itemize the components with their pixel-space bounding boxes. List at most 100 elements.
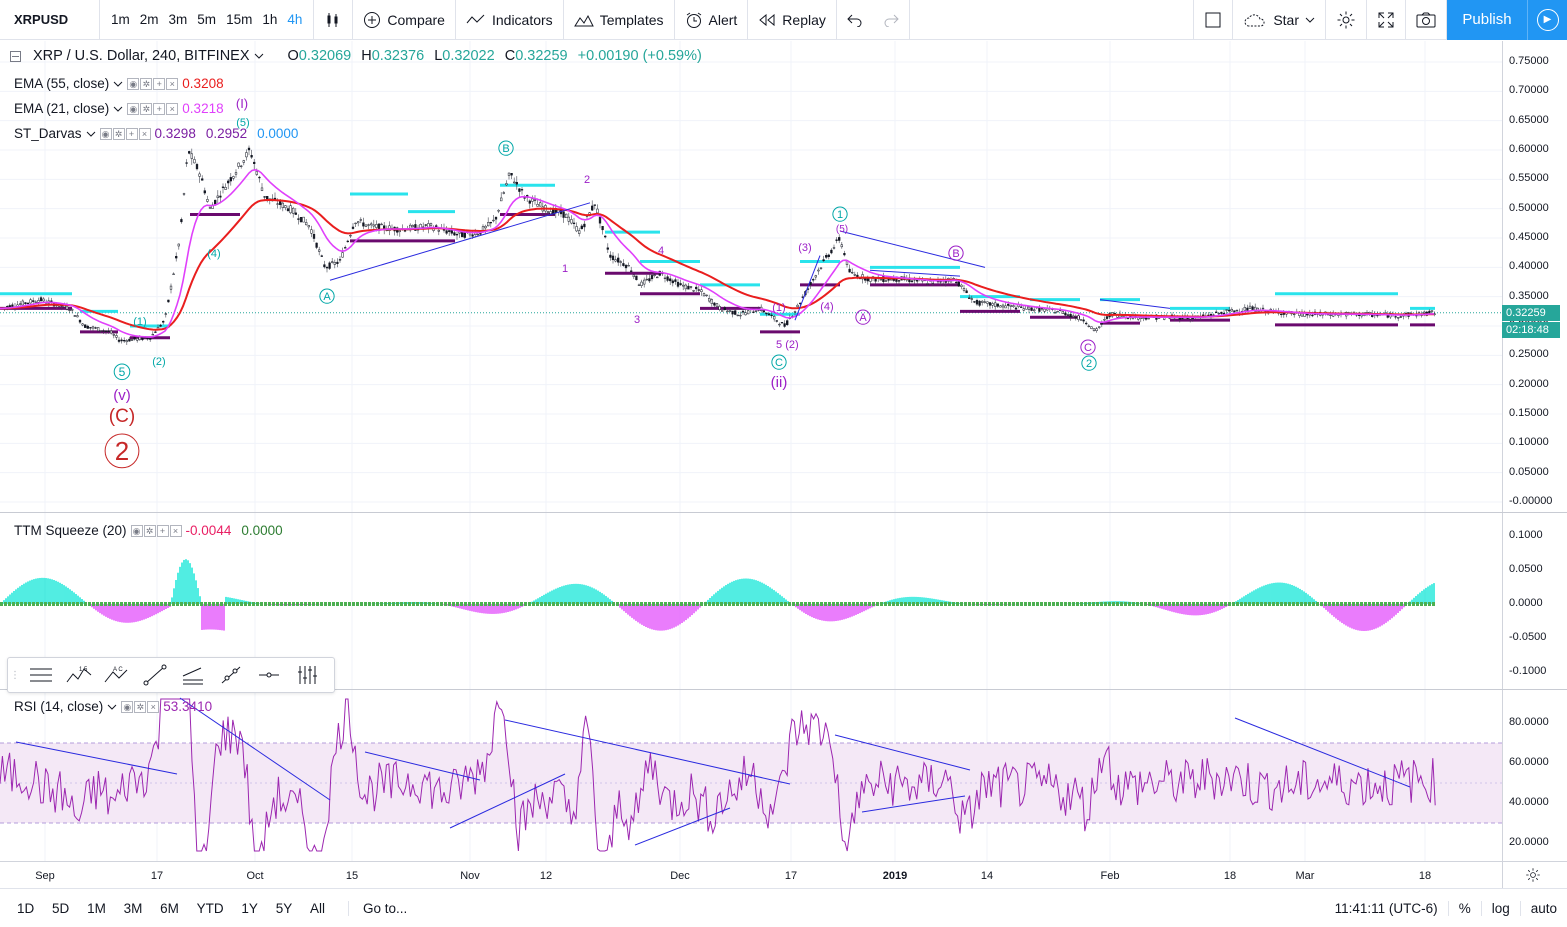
timeframe-15m[interactable]: 15m	[226, 12, 253, 27]
plus-icon[interactable]: +	[153, 102, 166, 115]
star-button[interactable]: Star	[1233, 0, 1326, 40]
study-controls[interactable]: ◉ ✲ + ×	[99, 127, 151, 140]
plus-icon[interactable]: +	[156, 524, 169, 537]
range-5y[interactable]: 5Y	[275, 900, 293, 916]
trendline	[869, 269, 961, 277]
indicators-button[interactable]: Indicators	[456, 0, 564, 40]
elliott-correction-tool[interactable]: A C	[98, 658, 136, 692]
eye-icon[interactable]: ◉	[127, 102, 140, 115]
axis-settings[interactable]	[1502, 861, 1567, 888]
ttm-scale[interactable]: 0.1000 0.0500 0.0000 -0.0500 -0.1000	[1502, 513, 1567, 689]
time-axis[interactable]: Sep 17 Oct 15 Nov 12 Dec 17 2019 14 Feb 18 Mar 18	[0, 861, 1502, 888]
sliders-tool[interactable]	[288, 658, 326, 692]
range-5d[interactable]: 5D	[52, 900, 70, 916]
range-3m[interactable]: 3M	[123, 900, 143, 916]
plus-icon[interactable]: +	[125, 127, 138, 140]
gear-icon[interactable]: ✲	[143, 524, 156, 537]
time-tick-label: 17	[150, 870, 164, 882]
elliott-impulse-tool[interactable]: 1 5	[60, 658, 98, 692]
last-price-tag: 0.32259	[1502, 305, 1560, 321]
timeframe-3m[interactable]: 3m	[168, 12, 188, 27]
ttm-legend[interactable]: TTM Squeeze (20) ◉ ✲ + × -0.0044 0.0000	[14, 523, 283, 538]
maximize-button[interactable]	[1367, 0, 1406, 40]
chart-type-button[interactable]	[314, 0, 354, 40]
candle-body	[783, 323, 786, 327]
settings-button[interactable]	[1326, 0, 1367, 40]
range-all[interactable]: All	[309, 900, 325, 916]
candle-body	[773, 316, 776, 320]
ema21-legend[interactable]: EMA (21, close) ◉ ✲ + × 0.3218	[14, 101, 224, 116]
close-icon[interactable]: ×	[166, 77, 179, 90]
candle-body	[973, 301, 976, 303]
trendline-tool[interactable]	[136, 658, 174, 692]
gear-icon[interactable]: ✲	[112, 127, 125, 140]
pane-separator-1[interactable]	[0, 512, 1567, 513]
close-icon[interactable]: ×	[138, 127, 151, 140]
candle-body	[151, 333, 154, 336]
symbol-search[interactable]: XRPUSD	[0, 0, 100, 40]
eye-icon[interactable]: ◉	[99, 127, 112, 140]
candle-body	[39, 297, 43, 302]
study-controls[interactable]: ◉ ✲ + ×	[127, 77, 179, 90]
percent-toggle[interactable]: %	[1447, 900, 1481, 916]
channel-tool[interactable]	[174, 658, 212, 692]
candle-body	[414, 224, 417, 231]
plus-icon[interactable]: +	[153, 77, 166, 90]
publish-options-button[interactable]: ▶	[1527, 0, 1567, 40]
redo-button[interactable]	[873, 0, 910, 40]
pane-separator-2[interactable]	[0, 689, 1567, 690]
study-controls[interactable]: ◉ ✲ ×	[121, 700, 160, 713]
fib-tool[interactable]	[22, 658, 60, 692]
auto-toggle[interactable]: auto	[1519, 900, 1567, 916]
rsi-legend[interactable]: RSI (14, close) ◉ ✲ × 53.3410	[14, 699, 212, 714]
templates-button[interactable]: Templates	[564, 0, 675, 40]
candle-body	[1280, 313, 1283, 316]
snapshot-button[interactable]	[1406, 0, 1447, 40]
ray-tool[interactable]	[212, 658, 250, 692]
range-1y[interactable]: 1Y	[241, 900, 258, 916]
close-icon[interactable]: ×	[169, 524, 182, 537]
price-scale[interactable]: 0.75000 0.70000 0.65000 0.60000 0.55000 0.500…	[1502, 41, 1567, 512]
horizontal-line-tool[interactable]	[250, 658, 288, 692]
candle-body	[650, 275, 654, 280]
close-icon[interactable]: ×	[147, 700, 160, 713]
log-toggle[interactable]: log	[1480, 900, 1520, 916]
alarm-clock-icon	[686, 12, 701, 28]
collapse-icon[interactable]	[10, 50, 21, 62]
range-1d[interactable]: 1D	[17, 900, 35, 916]
publish-button[interactable]: Publish	[1447, 0, 1527, 40]
ema55-legend[interactable]: EMA (55, close) ◉ ✲ + × 0.3208	[14, 76, 224, 91]
square-icon	[1205, 12, 1221, 27]
drag-handle[interactable]: ⋮	[10, 669, 20, 681]
replay-button[interactable]: Replay	[748, 0, 837, 40]
fullscreen-toggle[interactable]	[1193, 0, 1234, 40]
goto-button[interactable]: Go to...	[348, 900, 407, 916]
symbol-title[interactable]: XRP / U.S. Dollar, 240, BITFINEX	[33, 48, 250, 64]
timeframe-1h[interactable]: 1h	[262, 12, 278, 27]
rsi-scale[interactable]: 80.0000 60.0000 40.0000 20.0000	[1502, 690, 1567, 861]
range-6m[interactable]: 6M	[160, 900, 179, 916]
range-ytd[interactable]: YTD	[196, 900, 224, 916]
eye-icon[interactable]: ◉	[130, 524, 143, 537]
timeframe-4h[interactable]: 4h	[287, 12, 303, 27]
timeframe-2m[interactable]: 2m	[139, 12, 159, 27]
study-controls[interactable]: ◉ ✲ + ×	[130, 524, 182, 537]
range-1m[interactable]: 1M	[87, 900, 106, 916]
timeframe-5m[interactable]: 5m	[197, 12, 217, 27]
close-icon[interactable]: ×	[166, 102, 179, 115]
eye-icon[interactable]: ◉	[127, 77, 140, 90]
clock-display[interactable]: 11:41:11 (UTC-6)	[1334, 900, 1438, 916]
timeframe-1m[interactable]: 1m	[111, 12, 130, 27]
darvas-value-1: 0.3298	[154, 126, 196, 141]
eye-icon[interactable]: ◉	[121, 700, 134, 713]
alert-button[interactable]: Alert	[675, 0, 749, 40]
gear-icon[interactable]: ✲	[134, 700, 147, 713]
gear-icon[interactable]: ✲	[140, 77, 153, 90]
darvas-legend[interactable]: ST_Darvas ◉ ✲ + × 0.3298 0.2952 0.0000	[14, 126, 298, 141]
candle-body	[489, 221, 492, 224]
gear-icon[interactable]: ✲	[140, 102, 153, 115]
compare-button[interactable]: Compare	[353, 0, 456, 40]
undo-button[interactable]	[837, 0, 873, 40]
study-controls[interactable]: ◉ ✲ + ×	[127, 102, 179, 115]
